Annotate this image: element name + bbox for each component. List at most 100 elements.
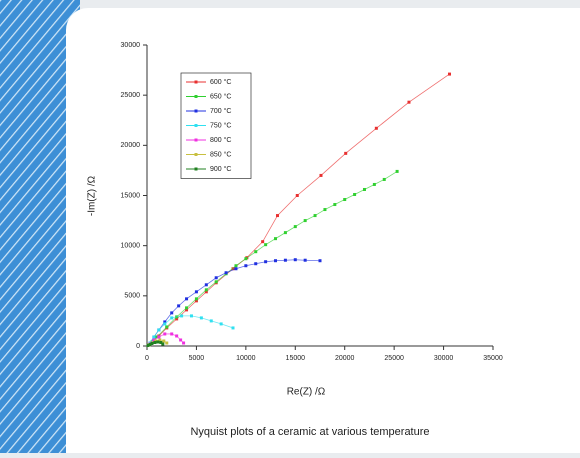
data-point (372, 182, 376, 186)
data-point (152, 335, 156, 339)
data-point (303, 219, 307, 223)
x-tick-label: 35000 (483, 355, 503, 362)
data-point (214, 276, 218, 280)
data-point (157, 335, 161, 339)
data-point (148, 342, 152, 346)
data-point (163, 332, 167, 336)
x-tick-label: 10000 (236, 355, 256, 362)
data-point (254, 262, 258, 266)
x-tick-label: 15000 (286, 355, 306, 362)
data-point (150, 341, 154, 345)
legend-label: 800 °C (210, 136, 231, 144)
data-point (318, 259, 322, 263)
legend-marker (194, 80, 198, 84)
caption: Nyquist plots of a ceramic at various te… (190, 426, 429, 438)
data-point (177, 304, 181, 308)
y-axis-label: -Im(Z) /Ω (87, 175, 98, 216)
data-point (156, 340, 160, 344)
y-tick-label: 10000 (121, 243, 141, 250)
y-tick-label: 15000 (121, 192, 141, 199)
data-point (319, 173, 323, 177)
data-point (163, 320, 167, 324)
data-point (293, 225, 297, 229)
legend-marker (194, 124, 198, 127)
data-point (353, 192, 357, 196)
data-point (182, 341, 186, 345)
data-point (175, 334, 179, 338)
y-tick-label: 0 (136, 343, 140, 350)
data-point (146, 343, 150, 347)
data-point (343, 198, 347, 202)
data-point (157, 328, 161, 332)
data-point (244, 257, 248, 261)
data-point (158, 338, 162, 342)
data-point (189, 314, 193, 318)
data-point (175, 317, 179, 321)
data-point (185, 297, 189, 301)
data-point (204, 290, 208, 294)
data-point (274, 259, 278, 263)
legend-marker (194, 138, 198, 142)
data-point (303, 258, 307, 262)
data-point (199, 316, 203, 320)
x-tick-label: 30000 (434, 355, 454, 362)
data-point (194, 290, 198, 294)
data-point (448, 72, 452, 76)
legend-label: 750 °C (210, 121, 231, 129)
x-tick-label: 20000 (335, 355, 355, 362)
data-point (153, 340, 157, 344)
y-tick-label: 30000 (121, 42, 141, 49)
data-point (382, 177, 386, 181)
legend-marker (194, 153, 198, 156)
series-line (151, 171, 398, 343)
data-point (170, 316, 174, 320)
data-point (194, 297, 198, 301)
data-point (204, 283, 208, 287)
data-point (161, 342, 165, 346)
data-point (295, 194, 299, 197)
data-point (374, 126, 378, 130)
legend-marker (194, 167, 198, 171)
data-point (194, 299, 198, 303)
y-tick-label: 25000 (121, 92, 141, 99)
data-point (165, 325, 169, 329)
data-point (154, 339, 158, 343)
data-point (162, 339, 166, 343)
x-tick-label: 25000 (384, 355, 404, 362)
data-point (185, 308, 189, 312)
data-point (264, 243, 268, 247)
legend-label: 700 °C (210, 107, 231, 115)
x-tick-label: 5000 (189, 355, 205, 362)
data-point (179, 338, 183, 342)
data-point (293, 258, 297, 262)
data-point (395, 169, 399, 173)
data-point (313, 214, 317, 218)
data-point (170, 311, 174, 315)
x-axis-label: Re(Z) /Ω (287, 387, 326, 398)
legend-label: 850 °C (210, 150, 231, 158)
data-point (152, 338, 156, 342)
legend-marker (194, 95, 198, 98)
data-point (275, 214, 279, 218)
data-point (344, 151, 348, 155)
data-point (323, 208, 327, 212)
legend-label: 900 °C (210, 165, 231, 173)
data-point (170, 332, 174, 336)
data-point (234, 267, 238, 271)
data-point (231, 267, 235, 271)
x-tick-label: 0 (145, 355, 149, 362)
data-point (264, 260, 268, 264)
data-point (219, 322, 223, 326)
legend-marker (194, 109, 198, 113)
data-point (234, 264, 238, 268)
data-point (155, 335, 159, 339)
data-point (180, 314, 184, 318)
y-tick-label: 20000 (121, 142, 141, 149)
data-point (185, 306, 189, 310)
data-point (283, 258, 287, 262)
legend-label: 650 °C (210, 92, 231, 100)
data-point (165, 341, 169, 345)
data-point (254, 250, 258, 254)
data-point (231, 326, 235, 330)
